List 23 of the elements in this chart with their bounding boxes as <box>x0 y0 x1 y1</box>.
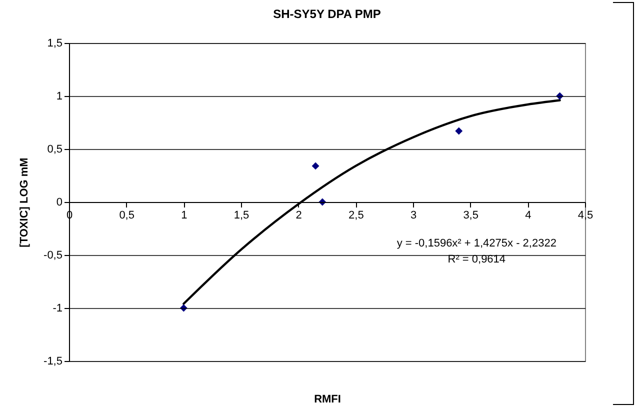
x-tick-label: 2,5 <box>348 210 364 222</box>
y-tick-label: -0,5 <box>44 250 62 262</box>
x-tick-label: 4,5 <box>578 210 594 222</box>
x-tick-label: 1 <box>181 210 188 222</box>
y-tick-label: -1 <box>52 302 62 314</box>
y-tick-label: 1 <box>56 90 62 102</box>
y-tick-label: -1,5 <box>44 356 62 368</box>
x-tick-label: 1,5 <box>234 210 250 222</box>
y-tick-label: 1,5 <box>47 38 62 50</box>
point <box>312 162 320 170</box>
x-tick-label: 4 <box>525 210 532 222</box>
y-tick-label: 0,5 <box>47 144 62 156</box>
point <box>455 127 463 135</box>
y-tick-label: 0 <box>56 196 62 208</box>
annotation: R² = 0,9614 <box>448 253 506 266</box>
annotation: y = -0,1596x² + 1,4275x - 2,2322 <box>396 237 556 250</box>
x-tick-label: 2 <box>296 210 302 222</box>
x-tick-label: 0,5 <box>119 210 134 222</box>
x-axis-title: RMFI <box>314 394 341 406</box>
y-axis-title: [TOXIC] LOG mM <box>18 158 31 248</box>
x-tick-label: 3,5 <box>463 210 478 222</box>
x-tick-label: 3 <box>410 210 417 222</box>
chart-title: SH-SY5Y DPA PMP <box>273 7 381 21</box>
